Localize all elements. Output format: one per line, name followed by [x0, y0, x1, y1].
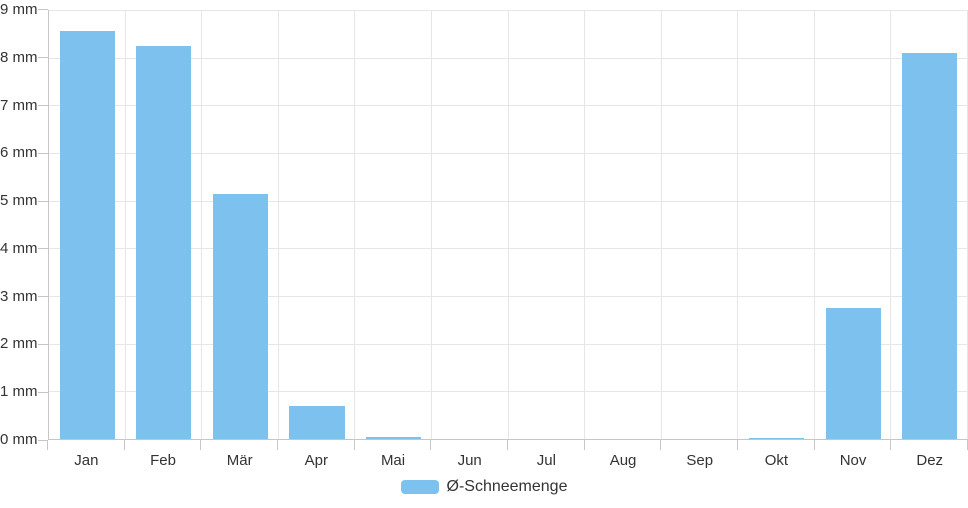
gridline-v-6: [507, 10, 509, 439]
y-axis-label-6: 6 mm: [0, 144, 38, 162]
gridline-v-7: [584, 10, 586, 439]
y-axis-tick-0: [38, 440, 48, 441]
gridline-v-4: [354, 10, 356, 439]
bar-slot-dez: [891, 10, 968, 439]
legend-label: Ø-Schneemenge: [446, 478, 568, 495]
x-axis-label-nov: Nov: [839, 452, 867, 469]
y-axis-tick-4: [38, 248, 48, 250]
gridline-h-2: [49, 343, 968, 345]
gridline-v-2: [201, 10, 203, 439]
x-axis-label-apr: Apr: [304, 452, 329, 469]
gridline-h-4: [49, 248, 968, 250]
x-axis-tick-10: [813, 440, 815, 450]
x-axis-tick-4: [353, 440, 355, 450]
y-axis-label-1: 1 mm: [0, 383, 38, 401]
x-axis-label-feb: Feb: [150, 452, 176, 469]
x-axis-tick-3: [277, 440, 278, 450]
gridline-v-1: [124, 10, 126, 439]
gridline-h-5: [49, 200, 968, 202]
bar-slot-jun: [432, 10, 509, 439]
bar-slot-okt: [738, 10, 815, 439]
y-axis-label-5: 5 mm: [0, 192, 38, 210]
y-axis-tick-8: [38, 56, 48, 58]
plot-area: [48, 10, 968, 440]
x-axis-tick-0: [47, 440, 48, 450]
bar-jan[interactable]: [59, 31, 115, 439]
x-axis-label-jan: Jan: [74, 452, 99, 469]
bar-nov[interactable]: [825, 307, 881, 439]
gridline-v-10: [813, 10, 815, 439]
y-axis-label-2: 2 mm: [0, 335, 38, 353]
y-axis-tick-6: [38, 152, 48, 154]
x-axis-label-jul: Jul: [536, 452, 556, 469]
gridline-h-8: [49, 57, 968, 59]
bar-slot-apr: [279, 10, 356, 439]
bar-okt[interactable]: [748, 437, 805, 439]
y-axis-label-3: 3 mm: [0, 287, 38, 305]
y-axis-label-0: 0 mm: [0, 431, 38, 448]
gridline-h-6: [49, 153, 968, 155]
y-axis-tick-3: [38, 296, 48, 298]
bar-mär[interactable]: [212, 193, 268, 439]
gridline-h-9: [49, 10, 968, 11]
legend-swatch: [400, 480, 439, 494]
y-axis-labels: 0 mm 1 mm 2 mm 3 mm 4 mm 5 mm 6 mm 7 mm 8 mm 9 mm: [0, 2, 38, 448]
legend-item-schneemenge[interactable]: Ø-Schneemenge: [0, 478, 968, 496]
x-axis-tick-8: [660, 440, 662, 450]
gridline-v-3: [277, 10, 279, 439]
y-axis-tick-9: [38, 9, 48, 10]
x-axis-tick-2: [200, 440, 202, 450]
gridline-h-7: [49, 105, 968, 107]
bar-slot-nov: [815, 10, 892, 439]
gridline-v-9: [737, 10, 739, 439]
y-axis-tick-7: [38, 104, 48, 106]
x-axis-label-dez: Dez: [916, 452, 944, 469]
bar-slot-jul: [508, 10, 585, 439]
bar-mai[interactable]: [366, 436, 422, 439]
y-axis-ticks: [38, 9, 48, 441]
y-axis-label-9: 9 mm: [0, 1, 38, 18]
gridline-v-8: [660, 10, 662, 439]
y-axis-label-8: 8 mm: [0, 48, 38, 66]
y-axis-tick-1: [38, 392, 48, 394]
gridline-h-3: [49, 296, 968, 298]
y-axis-label-4: 4 mm: [0, 239, 38, 257]
bar-slot-aug: [585, 10, 662, 439]
x-axis-label-jun: Jun: [457, 452, 482, 469]
y-axis-label-7: 7 mm: [0, 96, 38, 114]
x-axis-labels: Jan Feb Mär Apr Mai Jun Jul Aug Sep Okt Nov Dez: [48, 452, 968, 470]
bar-slot-mär: [202, 10, 279, 439]
bar-slot-sep: [662, 10, 739, 439]
x-axis-label-sep: Sep: [686, 452, 714, 469]
gridline-v-5: [430, 10, 432, 439]
bar-apr[interactable]: [289, 405, 345, 439]
x-axis-tick-1: [123, 440, 125, 450]
bars-row: [49, 10, 968, 439]
bar-slot-jan: [49, 10, 126, 439]
bar-slot-feb: [126, 10, 203, 439]
x-axis-tick-6: [507, 440, 508, 450]
x-axis-tick-7: [583, 440, 585, 450]
x-axis-ticks: [47, 440, 968, 450]
gridline-h-1: [49, 391, 968, 393]
x-axis-label-mär: Mär: [226, 452, 253, 469]
x-axis-label-aug: Aug: [609, 452, 637, 469]
y-axis-tick-2: [38, 344, 48, 346]
x-axis-label-mai: Mai: [380, 452, 406, 469]
x-axis-tick-11: [890, 440, 892, 450]
gridline-v-11: [890, 10, 892, 439]
y-axis-tick-5: [38, 200, 48, 202]
x-axis-label-okt: Okt: [764, 452, 789, 469]
x-axis-tick-5: [430, 440, 432, 450]
bar-slot-mai: [355, 10, 432, 439]
bar-dez[interactable]: [902, 52, 958, 439]
x-axis-tick-9: [737, 440, 738, 450]
bar-feb[interactable]: [136, 45, 192, 439]
